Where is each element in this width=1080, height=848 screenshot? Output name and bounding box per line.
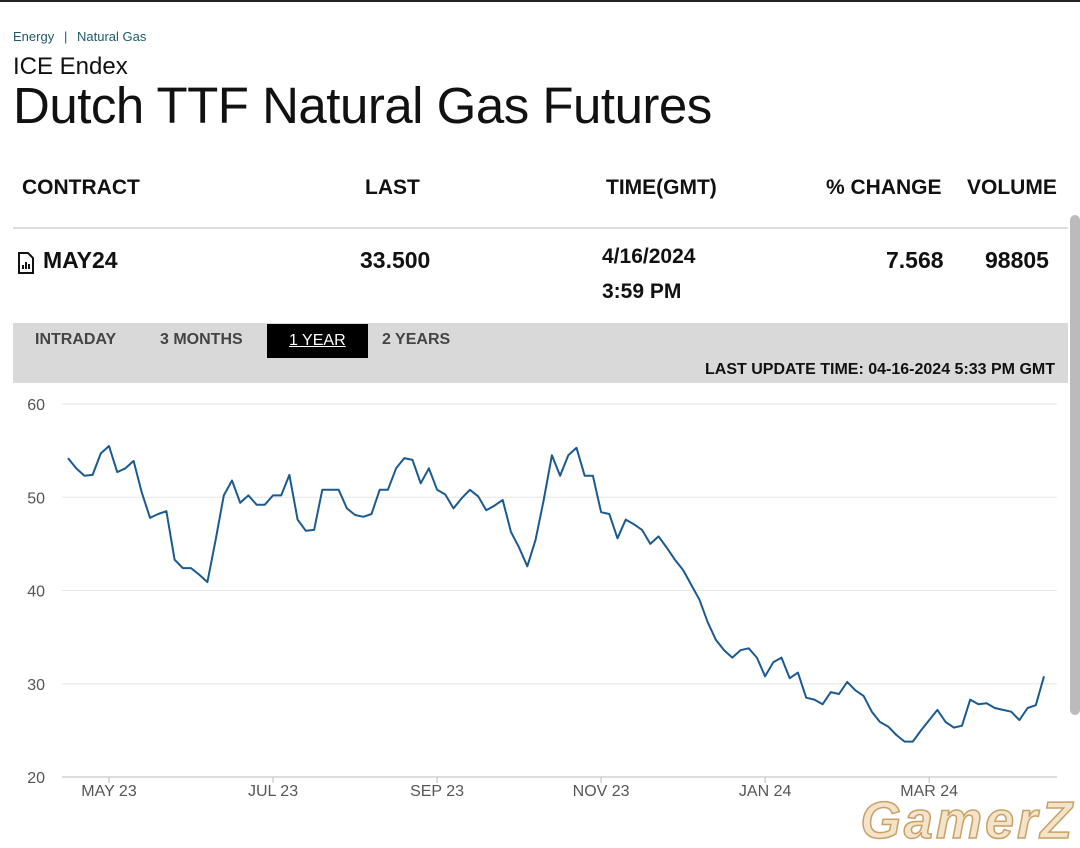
breadcrumb-link[interactable]: Energy	[13, 29, 55, 44]
column-header: % CHANGE	[826, 176, 942, 199]
x-tick-label: MAR 24	[900, 783, 958, 800]
x-tick-label: JUL 23	[248, 783, 298, 800]
y-tick-label: 40	[27, 584, 45, 601]
x-tick-label: SEP 23	[410, 783, 464, 800]
document-icon[interactable]	[17, 252, 35, 274]
price-line	[67, 445, 1045, 743]
breadcrumb-separator: |	[64, 29, 68, 44]
x-tick-label: NOV 23	[573, 783, 630, 800]
breadcrumb-link[interactable]: Natural Gas	[77, 29, 147, 44]
y-tick-label: 30	[27, 677, 45, 694]
tab-bar	[13, 323, 1068, 383]
column-header: TIME(GMT)	[606, 176, 717, 199]
trade-time: 3:59 PM	[602, 280, 682, 303]
last-update: LAST UPDATE TIME: 04-16-2024 5:33 PM GMT	[705, 361, 1055, 378]
chart: 20 30 40 50 60 MAY 23 JUL 23 SEP 23 NOV 23 JAN 24…	[27, 397, 1075, 848]
x-tick-label: MAY 23	[81, 783, 137, 800]
last-price: 33.500	[360, 247, 431, 273]
trade-date: 4/16/2024	[602, 245, 696, 268]
exchange: ICE Endex	[13, 53, 128, 80]
divider	[13, 227, 1068, 229]
scrollbar[interactable]	[1070, 215, 1080, 715]
y-tick-label: 50	[27, 490, 45, 507]
column-header: CONTRACT	[22, 176, 140, 199]
volume: 98805	[985, 247, 1049, 273]
page-title: Dutch TTF Natural Gas Futures	[13, 77, 712, 134]
y-tick-label: 60	[27, 397, 45, 414]
tab[interactable]: INTRADAY	[35, 331, 117, 348]
top-border	[0, 0, 1080, 2]
x-tick-label: JAN 24	[739, 783, 792, 800]
y-tick-label: 20	[27, 770, 45, 787]
contract[interactable]: MAY24	[43, 247, 118, 273]
tab[interactable]: 2 YEARS	[382, 331, 451, 348]
tab[interactable]: 1 YEAR	[267, 324, 368, 358]
percent-change: 7.568	[886, 247, 944, 273]
watermark: GamerZ	[860, 792, 1075, 848]
tab[interactable]: 3 MONTHS	[160, 331, 243, 348]
column-header: LAST	[365, 176, 420, 199]
column-header: VOLUME	[967, 176, 1057, 199]
